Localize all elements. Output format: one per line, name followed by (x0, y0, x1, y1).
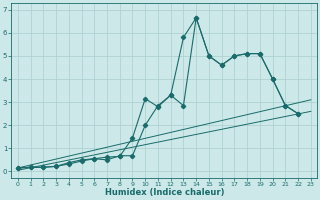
X-axis label: Humidex (Indice chaleur): Humidex (Indice chaleur) (105, 188, 224, 197)
